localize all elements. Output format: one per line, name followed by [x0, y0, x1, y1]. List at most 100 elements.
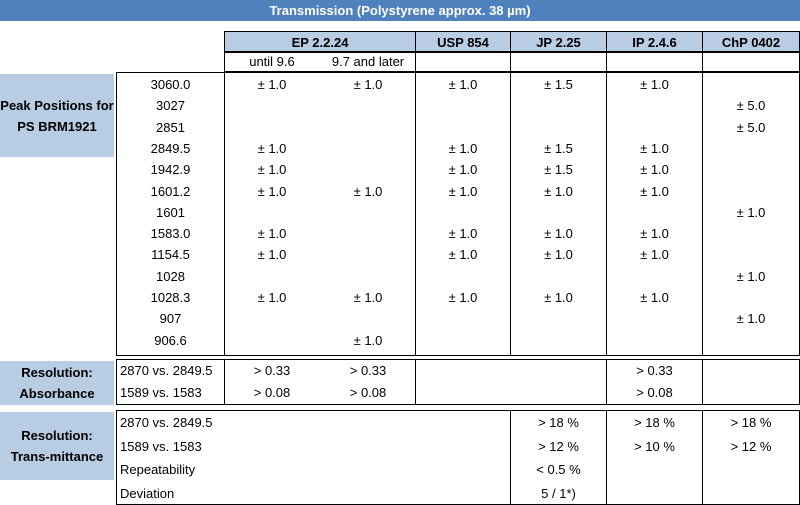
jp-cell: 5 / 1*): [541, 485, 576, 501]
ip-cell: ± 1.0: [640, 77, 669, 92]
ip-cell: [606, 266, 703, 288]
ep-later-cell: [320, 159, 416, 181]
jp-cell: [510, 330, 607, 352]
usp-cell: [415, 330, 511, 352]
peak-position-cell: 906.6: [154, 332, 187, 348]
jp-cell: < 0.5 %: [536, 462, 581, 477]
ip-cell: [606, 308, 703, 330]
ep-later-cell: > 0.33: [349, 363, 387, 378]
ep-later-cell: [320, 95, 416, 117]
ip-cell: ± 1.0: [640, 247, 669, 263]
usp-cell: ± 1.0: [448, 162, 478, 178]
header-ip: IP 2.4.6: [606, 31, 703, 52]
ep-until-cell: [224, 308, 320, 330]
ep-later-cell: ± 1.0: [353, 332, 383, 348]
chp-cell: [702, 459, 800, 481]
peak-position-cell: 1583.0: [150, 226, 191, 242]
jp-cell: > 18 %: [538, 415, 579, 430]
subheader-ip-box: [606, 52, 703, 72]
ip-cell: [606, 202, 703, 224]
usp-cell: ± 1.0: [448, 140, 478, 156]
chp-cell: [702, 138, 800, 160]
res-trans-position-cell: Deviation: [120, 485, 175, 501]
ip-cell: > 18 %: [634, 415, 675, 430]
jp-cell: ± 1.0: [544, 226, 573, 242]
subheader-jp-box: [510, 52, 607, 72]
jp-cell: ± 1.5: [544, 140, 573, 156]
res-abs-usp-jp-box: [415, 359, 607, 405]
subheader-usp-box: [415, 52, 511, 72]
ep-later-cell: [320, 117, 416, 139]
ip-cell: [606, 330, 703, 352]
chp-cell: [702, 159, 800, 181]
peak-position-cell: 3027: [156, 98, 185, 114]
chp-cell: > 18 %: [730, 415, 772, 430]
jp-cell: [510, 202, 607, 224]
chp-cell: [702, 287, 800, 309]
ep-until-cell: > 0.08: [253, 385, 291, 400]
header-ep: EP 2.2.24: [224, 31, 416, 52]
res-abs-chp-box: [702, 359, 800, 405]
table-title: Transmission (Polystyrene approx. 38 µm): [0, 0, 800, 21]
ep-later-cell: [320, 244, 416, 266]
peak-position-cell: 1028.3: [150, 290, 191, 305]
chp-cell: [702, 223, 800, 245]
peak-position-cell: 2849.5: [150, 140, 191, 156]
chp-cell: [702, 181, 800, 203]
ip-cell: [606, 483, 703, 505]
header-jp: JP 2.25: [510, 31, 607, 52]
res-trans-position-cell: 2870 vs. 2849.5: [120, 415, 213, 430]
res-trans-position-cell: 1589 vs. 1583: [120, 438, 202, 454]
chp-cell: [702, 330, 800, 352]
usp-cell: [415, 308, 511, 330]
usp-cell: [415, 117, 511, 139]
ep-later-cell: ± 1.0: [353, 183, 383, 199]
res-abs-position-cell: 1589 vs. 1583: [120, 385, 202, 400]
jp-cell: [510, 308, 607, 330]
ep-later-cell: > 0.08: [349, 385, 387, 400]
ip-cell: > 0.08: [636, 385, 673, 400]
res-trans-position-cell: Repeatability: [120, 462, 196, 477]
ip-cell: [606, 459, 703, 481]
subheader-ep-until: until 9.6: [249, 54, 295, 69]
ep-until-cell: [224, 95, 320, 117]
peak-position-cell: 2851: [156, 119, 185, 135]
ep-until-cell: ± 1.0: [257, 140, 287, 156]
chp-cell: [702, 74, 800, 96]
chp-cell: [702, 483, 800, 505]
res-abs-label: Resolution: Absorbance: [0, 361, 114, 405]
chp-cell: [702, 244, 800, 266]
jp-cell: [510, 95, 607, 117]
ep-until-cell: ± 1.0: [257, 162, 287, 178]
ip-cell: ± 1.0: [640, 140, 669, 156]
header-usp: USP 854: [415, 31, 511, 52]
ep-later-cell: ± 1.0: [353, 77, 383, 92]
peak-position-cell: 1601.2: [150, 183, 191, 199]
ep-until-cell: [224, 330, 320, 352]
chp-cell: ± 5.0: [736, 98, 766, 114]
peak-position-cell: 1942.9: [150, 162, 191, 178]
header-chp: ChP 0402: [702, 31, 800, 52]
res-abs-position-cell: 2870 vs. 2849.5: [120, 363, 213, 378]
jp-cell: ± 1.5: [544, 77, 573, 92]
usp-cell: [415, 202, 511, 224]
ep-until-cell: ± 1.0: [257, 77, 287, 92]
ep-later-cell: ± 1.0: [353, 290, 383, 305]
ep-later-cell: [320, 266, 416, 288]
ep-until-cell: ± 1.0: [257, 247, 287, 263]
ep-later-cell: [320, 308, 416, 330]
usp-cell: ± 1.0: [448, 247, 478, 263]
chp-cell: ± 5.0: [736, 119, 766, 135]
peak-label: Peak Positions for PS BRM1921: [0, 74, 114, 157]
jp-cell: [510, 117, 607, 139]
ep-later-cell: [320, 223, 416, 245]
chp-cell: ± 1.0: [736, 311, 766, 327]
ep-later-cell: [320, 138, 416, 160]
ip-cell: > 10 %: [634, 438, 675, 454]
ep-until-cell: > 0.33: [253, 363, 291, 378]
ip-cell: [606, 95, 703, 117]
ep-until-cell: ± 1.0: [257, 183, 287, 199]
ep-until-cell: [224, 202, 320, 224]
jp-cell: [510, 266, 607, 288]
ep-until-cell: [224, 266, 320, 288]
